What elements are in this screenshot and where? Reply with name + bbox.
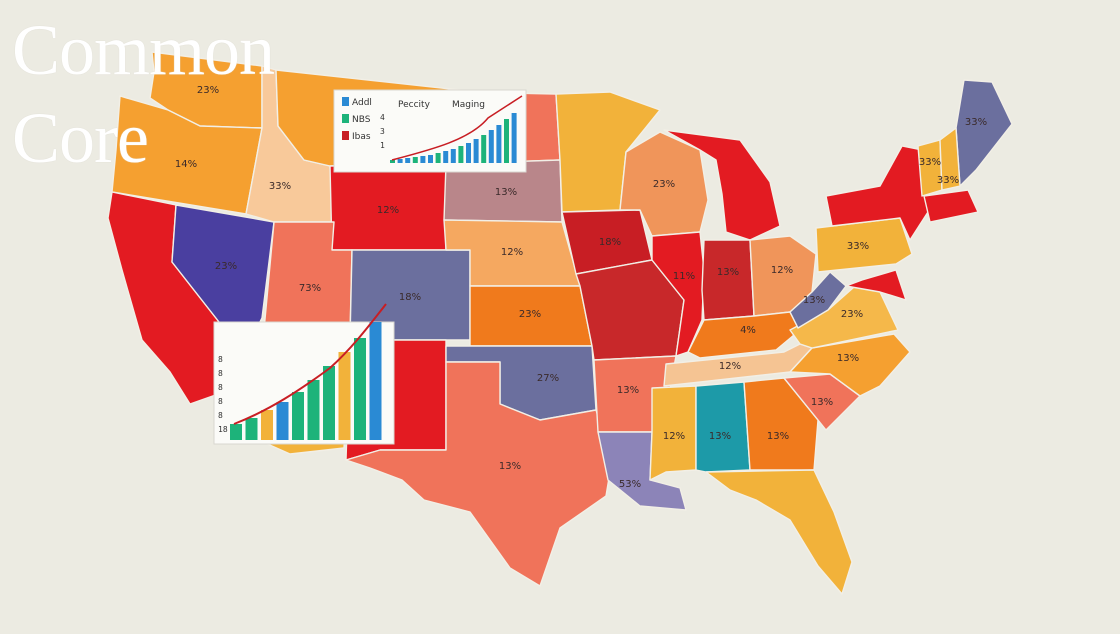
- state-label-la: 53%: [619, 479, 641, 490]
- legend-trend-line: [391, 95, 523, 161]
- legend-swatch-1: [342, 114, 349, 123]
- inset-bar-7: [338, 352, 351, 440]
- legend-swatch-0: [342, 97, 349, 106]
- state-label-vt: 33%: [919, 157, 941, 168]
- legend-label-1: NBS: [352, 115, 371, 125]
- legend-bar-5: [428, 155, 433, 163]
- state-md: [845, 269, 907, 301]
- inset-bar-5: [307, 380, 320, 440]
- state-label-nh: 33%: [937, 175, 959, 186]
- inset-bar-2: [261, 410, 273, 440]
- inset-bar-8: [354, 338, 366, 440]
- state-label-va: 23%: [841, 309, 863, 320]
- state-ga: [743, 377, 819, 471]
- inset-bar-6: [323, 366, 335, 440]
- bar-chart-inset: 8 8 8 8 8 18: [213, 303, 395, 445]
- state-label-ne: 12%: [501, 247, 523, 258]
- state-fl: [705, 469, 853, 595]
- state-vt: [917, 139, 943, 197]
- legend-tick-2: 1: [380, 141, 385, 150]
- state-label-il: 11%: [673, 271, 695, 282]
- inset-tick-2: 8: [218, 383, 223, 392]
- state-label-ga: 13%: [767, 431, 789, 442]
- inset-tick-0: 8: [218, 355, 223, 364]
- inset-bar-4: [292, 392, 304, 440]
- state-label-nv: 23%: [215, 261, 237, 272]
- state-label-wv: 13%: [803, 295, 825, 306]
- top-legend-inset: Addl NBS Ibas Peccity Maging 4 3 1: [333, 89, 527, 173]
- legend-bar-3: [412, 157, 418, 163]
- inset-trend-line: [233, 303, 387, 425]
- legend-bar-13: [488, 130, 494, 163]
- legend-header-1: Peccity: [398, 100, 431, 110]
- legend-label-2: Ibas: [352, 132, 371, 142]
- legend-bar-12: [481, 135, 487, 163]
- inset-tick-5: 18: [218, 425, 228, 434]
- legend-bar-16: [511, 113, 517, 163]
- state-label-al: 13%: [709, 431, 731, 442]
- state-label-ky: 4%: [740, 325, 756, 336]
- inset-tick-3: 8: [218, 397, 223, 406]
- legend-bar-11: [473, 139, 479, 163]
- state-label-or: 14%: [175, 159, 197, 170]
- inset-tick-4: 8: [218, 411, 223, 420]
- state-label-wa: 23%: [197, 85, 219, 96]
- state-label-nc: 13%: [837, 353, 859, 364]
- state-in: [701, 239, 755, 321]
- legend-swatch-2: [342, 131, 349, 140]
- legend-bar-9: [458, 146, 464, 163]
- legend-bar-2: [405, 158, 411, 163]
- legend-bar-1: [397, 159, 403, 163]
- state-label-ok: 27%: [537, 373, 559, 384]
- inset-tick-1: 8: [218, 369, 223, 378]
- legend-tick-0: 4: [380, 113, 385, 122]
- state-me: [955, 79, 1013, 187]
- legend-header-2: Maging: [452, 100, 485, 110]
- title-line-2: Core: [12, 98, 149, 178]
- legend-bar-6: [435, 153, 441, 163]
- state-label-sd: 13%: [495, 187, 517, 198]
- state-va: [789, 279, 899, 349]
- inset-bar-1: [245, 418, 258, 440]
- state-label-sc: 13%: [811, 397, 833, 408]
- legend-bar-4: [420, 156, 426, 163]
- state-label-in: 13%: [717, 267, 739, 278]
- legend-bar-8: [450, 149, 456, 163]
- legend-bar-15: [504, 119, 509, 163]
- state-label-tx: 13%: [499, 461, 521, 472]
- state-sc: [783, 373, 861, 431]
- state-label-wi: 23%: [653, 179, 675, 190]
- inset-bar-9: [369, 322, 382, 440]
- state-label-oh: 12%: [771, 265, 793, 276]
- state-label-id: 33%: [269, 181, 291, 192]
- inset-bar-0: [230, 424, 242, 440]
- legend-bar-7: [443, 151, 449, 163]
- state-al: [695, 381, 751, 473]
- state-label-co: 18%: [399, 292, 421, 303]
- state-label-tn: 12%: [719, 361, 741, 372]
- state-label-ut: 73%: [299, 283, 321, 294]
- state-label-ms: 12%: [663, 431, 685, 442]
- state-nh: [939, 127, 961, 191]
- state-label-ks: 23%: [519, 309, 541, 320]
- title-line-1: Common: [12, 10, 275, 90]
- inset-bar-3: [276, 402, 289, 440]
- state-label-me: 33%: [965, 117, 987, 128]
- state-mi: [663, 129, 781, 241]
- state-label-wy: 12%: [377, 205, 399, 216]
- legend-label-0: Addl: [352, 98, 372, 108]
- state-ma: [923, 189, 979, 223]
- state-label-pa: 33%: [847, 241, 869, 252]
- legend-tick-1: 3: [380, 127, 385, 136]
- legend-bar-0: [390, 160, 395, 163]
- legend-bar-10: [466, 143, 471, 163]
- legend-bar-14: [496, 125, 502, 163]
- state-label-ia: 18%: [599, 237, 621, 248]
- state-label-ar: 13%: [617, 385, 639, 396]
